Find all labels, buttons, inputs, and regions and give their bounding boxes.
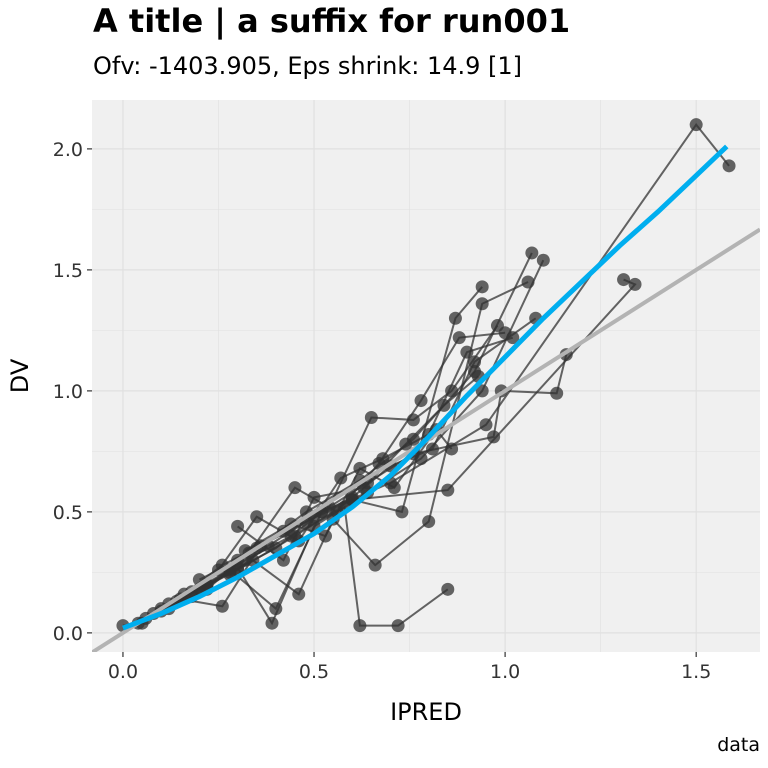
data-point [487,430,501,444]
data-point [334,471,348,485]
data-point [448,311,462,325]
data-point [399,437,413,451]
data-point [269,602,283,616]
x-tick-label: 0.5 [299,661,329,683]
data-point [307,490,321,504]
data-point [475,384,489,398]
y-axis-title: DV [6,358,34,393]
data-point [445,384,459,398]
data-point [265,616,279,630]
data-point [506,331,520,345]
data-point [318,529,332,543]
y-tick-label: 0.0 [53,623,83,645]
data-point [479,418,493,432]
data-point [445,442,459,456]
data-point [276,553,290,567]
data-point [353,619,367,633]
data-point [437,398,451,412]
data-point [353,461,367,475]
data-point [231,519,245,533]
chart-title: A title | a suffix for run001 [93,2,571,40]
data-point [460,345,474,359]
data-point [475,297,489,311]
data-point [395,505,409,519]
data-point [345,490,359,504]
data-point [292,587,306,601]
data-point [364,411,378,425]
data-point [468,355,482,369]
plot-panel [92,100,760,652]
data-point [689,118,703,132]
data-point [215,599,229,613]
x-tick-label: 1.0 [490,661,520,683]
data-point [475,280,489,294]
data-point [722,159,736,173]
data-point [250,510,264,524]
x-tick-label: 1.5 [681,661,711,683]
y-tick-label: 1.0 [53,381,83,403]
data-point [425,442,439,456]
y-tick-label: 2.0 [53,139,83,161]
y-tick-label: 1.5 [53,260,83,282]
data-point [525,246,539,260]
data-point [422,515,436,529]
x-axis-title: IPRED [390,698,462,726]
data-point [441,483,455,497]
axis-ticks: 0.0 0.5 1.0 1.5 0.0 0.5 1.0 1.5 2.0 [53,139,712,683]
data-point [391,619,405,633]
smooth-line [122,144,729,631]
x-tick-label: 0.0 [108,661,138,683]
y-tick-label: 0.5 [53,502,83,524]
data-point [550,386,564,400]
data-point [628,277,642,291]
data-point [288,481,302,495]
data-points [116,118,736,633]
data-point [441,582,455,596]
chart-subtitle: Ofv: -1403.905, Eps shrink: 14.9 [1] [93,52,523,80]
chart-caption: data [717,734,760,756]
grid-lines [92,100,760,652]
data-point [368,558,382,572]
data-point [414,394,428,408]
data-point [387,481,401,495]
data-point [617,273,631,287]
data-point [521,275,535,289]
data-point [536,253,550,267]
data-point [406,413,420,427]
data-point [452,331,466,345]
